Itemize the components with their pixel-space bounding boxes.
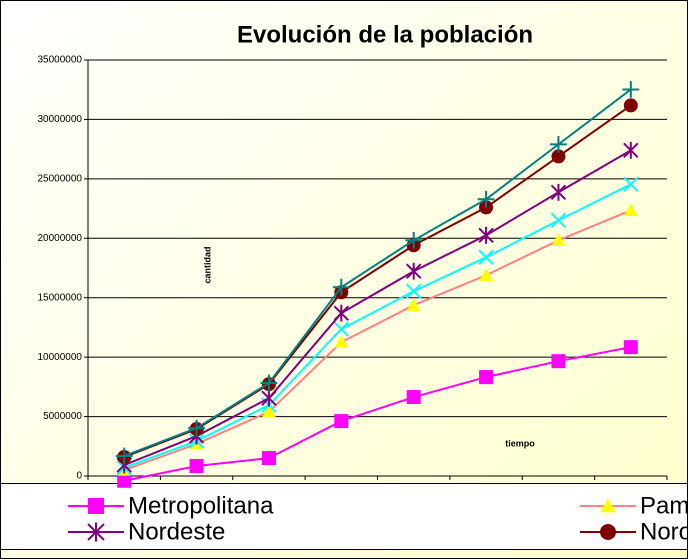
marker [623, 340, 638, 355]
marker [333, 321, 350, 337]
y-tick-label: 10000000 [38, 352, 83, 363]
marker [479, 370, 494, 385]
marker [551, 149, 566, 164]
marker [477, 190, 495, 208]
marker [600, 524, 616, 540]
legend-label: Nordeste [128, 518, 225, 545]
marker [87, 522, 105, 542]
marker [551, 354, 566, 369]
x-axis-label: tiempo [505, 438, 535, 448]
marker [334, 414, 349, 429]
marker [550, 212, 567, 229]
marker [406, 298, 421, 311]
marker [600, 498, 616, 513]
marker [188, 419, 205, 437]
legend-label: Noroeste [640, 518, 688, 545]
series-line [123, 88, 632, 457]
marker [260, 374, 278, 392]
marker [405, 283, 422, 299]
y-tick-label: 35000000 [38, 55, 83, 66]
marker [478, 249, 494, 266]
marker [115, 447, 133, 465]
marker [88, 498, 104, 514]
series-line [123, 209, 632, 471]
marker [623, 176, 639, 193]
marker [261, 451, 276, 466]
marker [406, 390, 421, 405]
series-line [123, 346, 632, 482]
y-tick-label: 0 [76, 471, 82, 482]
marker [405, 231, 423, 249]
marker [550, 183, 567, 201]
legend-label: Pampeana [640, 492, 688, 519]
legend-box [0, 483, 688, 550]
marker [333, 304, 350, 322]
marker [623, 141, 639, 159]
series-line [123, 149, 632, 466]
marker [405, 262, 422, 280]
y-tick-label: 20000000 [38, 233, 83, 244]
y-tick-label: 25000000 [38, 173, 83, 184]
marker [261, 389, 277, 407]
marker [189, 459, 204, 474]
marker [551, 233, 566, 246]
marker [332, 278, 350, 296]
marker [334, 335, 349, 348]
marker [479, 268, 494, 281]
y-tick-label: 5000000 [43, 411, 82, 422]
y-tick-label: 15000000 [38, 292, 83, 303]
legend-label: Metropolitana [128, 492, 274, 519]
marker [478, 226, 494, 244]
series-line [123, 183, 632, 469]
marker [622, 81, 640, 98]
marker [623, 98, 638, 113]
marker [623, 203, 638, 216]
marker [261, 404, 276, 418]
marker [550, 135, 567, 153]
y-tick-label: 30000000 [38, 114, 83, 125]
marker [117, 473, 132, 488]
chart-title: Evolución de la población [237, 21, 533, 48]
y-axis-label: cantidad [202, 246, 212, 283]
